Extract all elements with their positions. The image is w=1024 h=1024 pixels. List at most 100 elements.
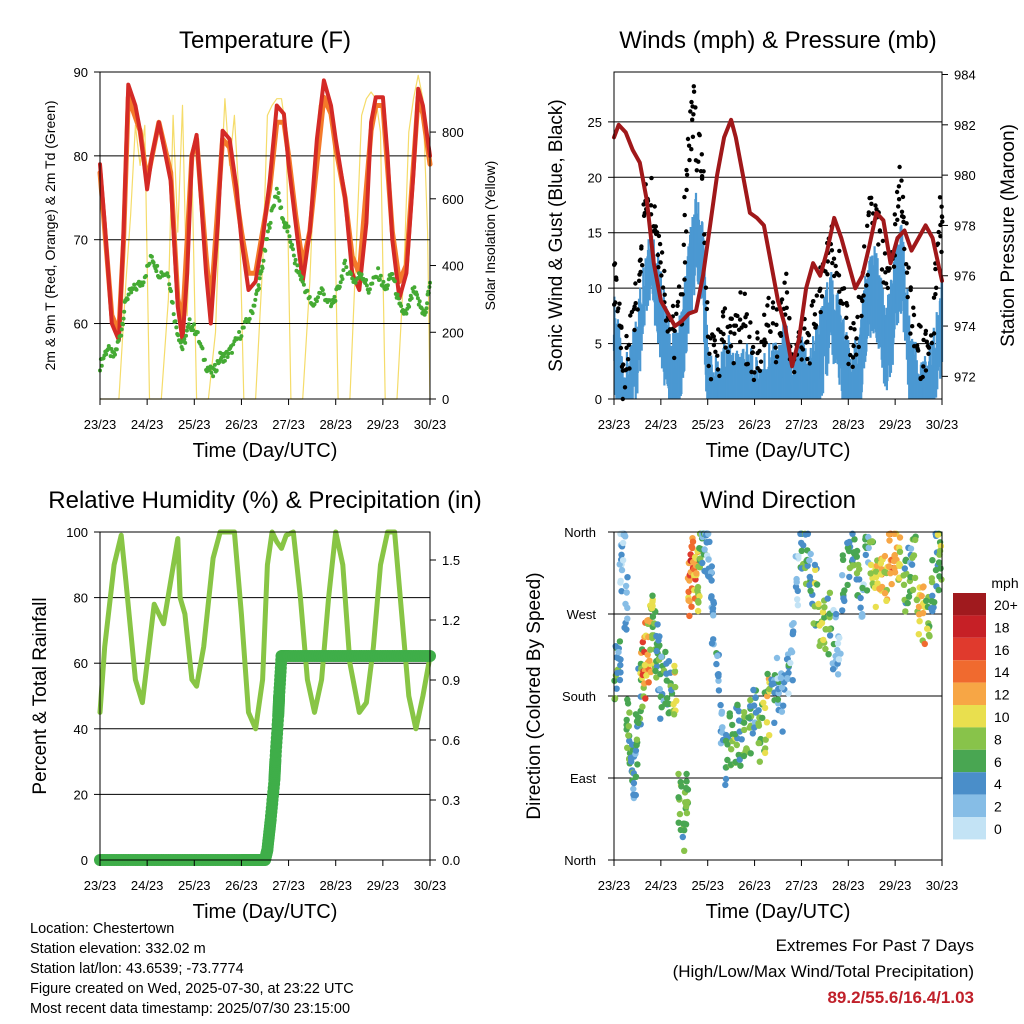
dewpoint-point <box>364 283 369 288</box>
dewpoint-point <box>182 337 187 342</box>
direction-point <box>713 660 720 668</box>
dewpoint-point <box>184 328 189 333</box>
direction-xtick-label: 27/23 <box>785 878 818 893</box>
gust-point <box>836 273 842 278</box>
gust-point <box>805 339 810 344</box>
gust-point <box>711 334 716 339</box>
colorbar-label: 10 <box>994 709 1010 725</box>
dewpoint-point <box>376 266 381 271</box>
direction-point <box>653 647 660 655</box>
colorbar-label: 12 <box>994 687 1010 703</box>
direction-point <box>935 559 943 566</box>
dewpoint-point <box>332 294 337 299</box>
humidity-y2tick-label: 0.9 <box>442 673 460 688</box>
gust-point <box>936 229 941 235</box>
temperature-ytick-label: 80 <box>74 149 88 164</box>
dewpoint-point <box>314 299 319 304</box>
gust-point <box>832 273 837 279</box>
dewpoint-point <box>423 310 428 315</box>
dewpoint-point <box>113 352 117 357</box>
gust-point <box>844 315 849 320</box>
dewpoint-point <box>275 195 280 200</box>
gust-point <box>869 201 874 206</box>
direction-point <box>849 562 856 569</box>
gust-point <box>711 342 717 348</box>
direction-point <box>683 770 690 778</box>
direction-xtick-label: 29/23 <box>879 878 912 893</box>
direction-point <box>909 586 917 593</box>
dewpoint-point <box>284 221 289 226</box>
direction-point <box>937 565 944 572</box>
dewpoint-point <box>337 284 342 289</box>
gust-point <box>681 242 686 247</box>
dewpoint-point <box>180 347 185 352</box>
direction-point <box>717 701 724 709</box>
direction-point <box>784 675 791 682</box>
gust-point <box>840 301 846 306</box>
dewpoint-point <box>415 292 419 297</box>
direction-point <box>853 553 860 560</box>
direction-ylabel: Direction (Colored By Speed) <box>524 572 545 819</box>
direction-point <box>665 658 673 665</box>
dewpoint-point <box>231 342 236 347</box>
direction-point <box>683 809 691 817</box>
dewpoint-point <box>252 303 257 308</box>
gust-point <box>684 229 689 234</box>
dewpoint-point <box>300 279 305 284</box>
gust-point <box>685 136 691 142</box>
dewpoint-point <box>121 316 126 321</box>
dewpoint-point <box>287 234 292 239</box>
gust-point <box>624 333 629 339</box>
dewpoint-point <box>171 312 176 317</box>
gust-point <box>626 342 632 348</box>
direction-point <box>764 692 771 700</box>
gust-point <box>848 325 853 331</box>
direction-ytick-label: South <box>562 689 596 704</box>
gust-point <box>702 232 707 237</box>
direction-point <box>741 726 748 734</box>
direction-ytick-label: North <box>564 525 596 540</box>
direction-point <box>837 650 844 657</box>
direction-point <box>795 552 802 560</box>
gust-point <box>721 339 726 344</box>
gust-point <box>648 203 654 208</box>
direction-point <box>878 583 886 591</box>
direction-point <box>645 679 652 686</box>
gust-point <box>854 352 859 357</box>
gust-point <box>891 264 897 269</box>
gust-point <box>864 283 869 288</box>
gust-point <box>696 159 701 164</box>
dewpoint-point <box>316 295 320 300</box>
direction-point <box>706 573 713 581</box>
dewpoint-point <box>154 269 159 274</box>
dewpoint-point <box>129 290 134 295</box>
dewpoint-point <box>297 270 302 274</box>
gust-point <box>926 345 932 350</box>
dewpoint-point <box>377 277 382 282</box>
dewpoint-point <box>151 260 156 265</box>
gust-point <box>865 223 870 228</box>
gust-point <box>896 184 902 189</box>
dewpoint-point <box>170 300 175 305</box>
dewpoint-point <box>119 327 124 332</box>
gust-point <box>819 294 825 299</box>
winds-xtick-label: 29/23 <box>879 417 912 432</box>
winds-xtick-label: 28/23 <box>832 417 865 432</box>
direction-ytick-label: East <box>570 771 596 786</box>
direction-point <box>840 595 847 602</box>
gust-point <box>744 312 749 317</box>
colorbar-swatch <box>953 660 986 683</box>
gust-point <box>779 297 785 302</box>
direction-point <box>736 756 743 763</box>
dewpoint-point <box>364 278 369 282</box>
data-timestamp: Most recent data timestamp: 2025/07/30 2… <box>30 1001 351 1017</box>
gust-point <box>747 334 752 339</box>
direction-point <box>625 732 632 739</box>
gust-point <box>676 284 682 289</box>
direction-point <box>616 676 624 684</box>
gust-point <box>851 321 856 326</box>
gust-point <box>768 329 773 334</box>
colorbar-label: 0 <box>994 821 1002 837</box>
direction-point <box>794 596 801 603</box>
direction-point <box>804 562 811 569</box>
